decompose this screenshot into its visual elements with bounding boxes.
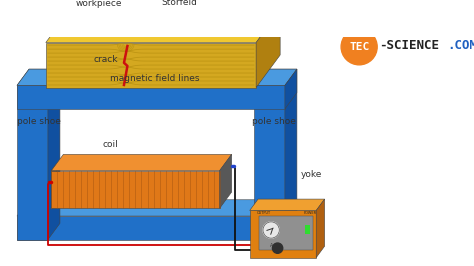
Text: pole shoe: pole shoe: [252, 117, 296, 126]
Text: coil: coil: [102, 140, 118, 149]
Text: .COM: .COM: [447, 39, 474, 52]
Polygon shape: [219, 154, 232, 208]
Polygon shape: [285, 69, 297, 109]
Text: TEC: TEC: [349, 42, 369, 52]
Polygon shape: [316, 199, 325, 257]
Text: Störfeld: Störfeld: [162, 0, 197, 7]
Polygon shape: [17, 216, 285, 240]
Polygon shape: [51, 154, 232, 171]
Text: yoke: yoke: [301, 170, 322, 179]
Text: crack: crack: [93, 55, 118, 64]
Polygon shape: [51, 171, 219, 208]
Polygon shape: [254, 69, 297, 85]
Polygon shape: [17, 69, 60, 85]
Polygon shape: [17, 69, 297, 85]
Text: pole shoe: pole shoe: [17, 117, 61, 126]
Polygon shape: [256, 10, 280, 88]
Polygon shape: [259, 216, 313, 250]
Polygon shape: [17, 200, 297, 216]
Polygon shape: [17, 85, 285, 109]
Circle shape: [263, 222, 279, 238]
Text: workpiece: workpiece: [76, 0, 122, 8]
Polygon shape: [46, 10, 280, 43]
Polygon shape: [17, 85, 48, 240]
Circle shape: [273, 243, 283, 253]
Polygon shape: [51, 164, 56, 208]
Text: -SCIENCE: -SCIENCE: [379, 39, 439, 52]
Polygon shape: [250, 199, 325, 210]
Bar: [305, 225, 310, 234]
Text: OUTPUT: OUTPUT: [256, 211, 271, 215]
Polygon shape: [46, 43, 256, 88]
Polygon shape: [254, 85, 285, 240]
Text: magnetic field lines: magnetic field lines: [110, 74, 200, 84]
Polygon shape: [285, 69, 297, 240]
Polygon shape: [250, 210, 316, 257]
Circle shape: [341, 29, 377, 65]
Polygon shape: [48, 69, 60, 240]
Text: POWER: POWER: [304, 211, 317, 215]
Polygon shape: [285, 200, 297, 240]
Text: A: A: [269, 243, 273, 248]
